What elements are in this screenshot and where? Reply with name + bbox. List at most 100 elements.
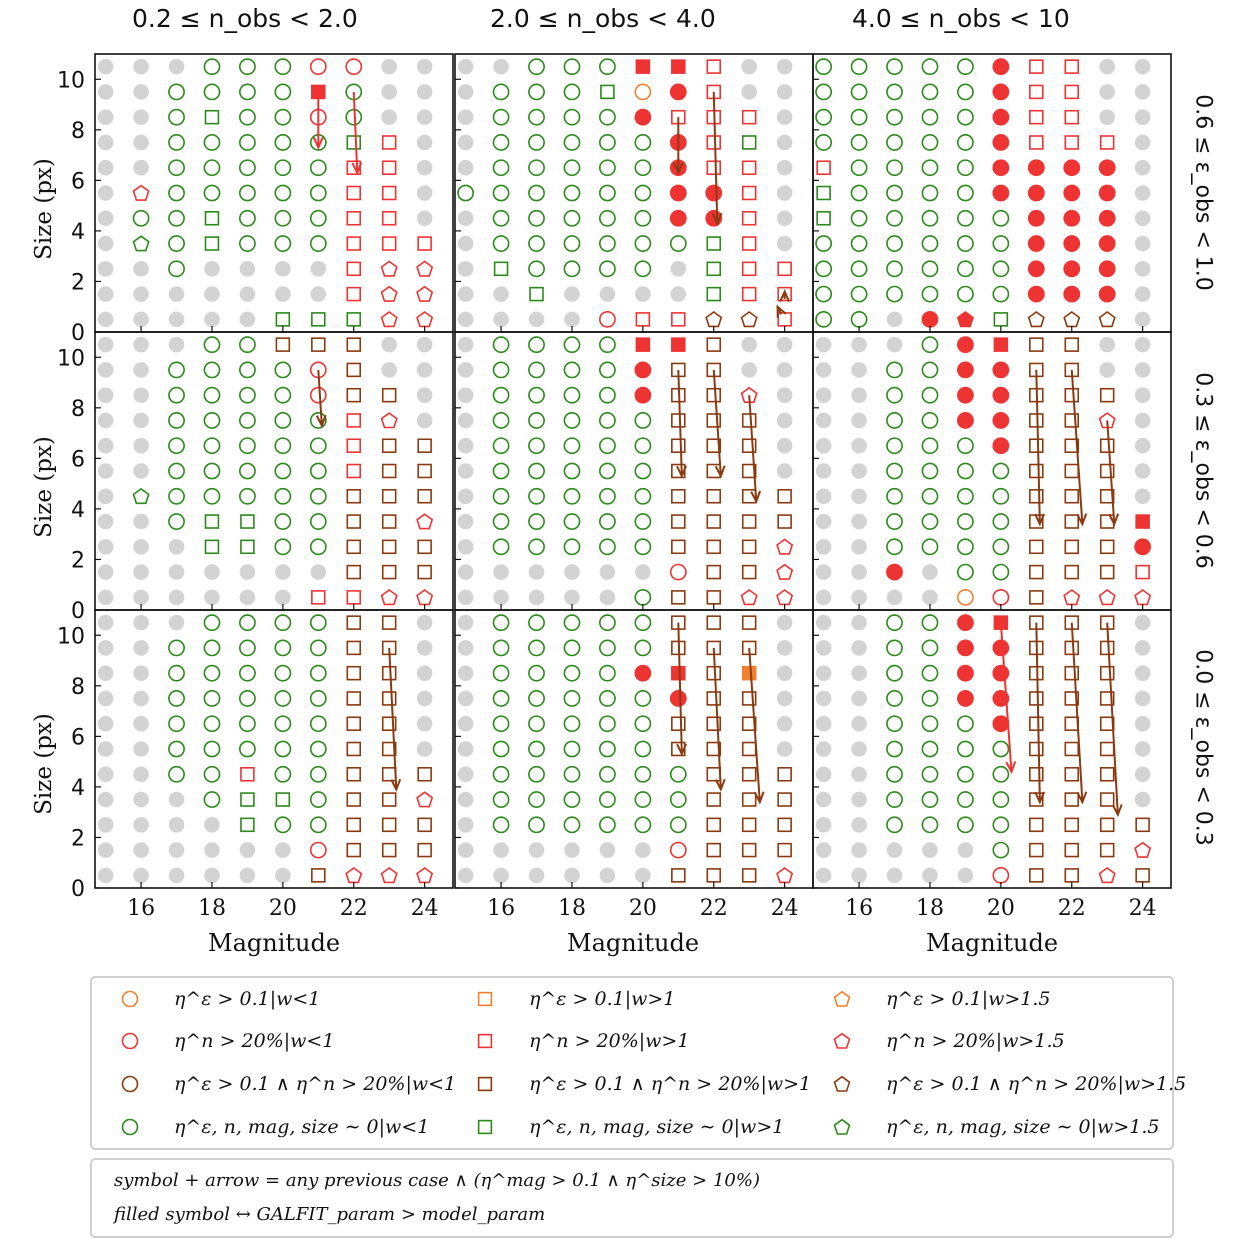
data-point [492, 690, 510, 707]
data-point [921, 310, 939, 328]
data-point [492, 336, 510, 354]
arrow-head [315, 414, 327, 428]
empty-bin-point [741, 84, 757, 100]
data-point [1027, 209, 1045, 227]
data-point [381, 716, 397, 731]
data-point [741, 817, 757, 833]
data-point [203, 664, 221, 682]
data-point [492, 513, 510, 530]
data-point [203, 83, 221, 101]
data-point [741, 413, 757, 428]
data-point [706, 135, 722, 150]
data-point [1029, 438, 1044, 453]
data-point [563, 765, 581, 783]
empty-bin-point [97, 640, 114, 656]
empty-bin-point [957, 842, 974, 858]
data-point [203, 715, 221, 733]
empty-bin-point [275, 564, 291, 580]
data-point [815, 108, 833, 126]
y-axis-label-2: Size (px) [31, 436, 57, 538]
legend-marker [833, 990, 851, 1007]
empty-bin-point [1134, 362, 1151, 378]
arrow-shaft [748, 395, 758, 502]
data-point [203, 184, 221, 202]
empty-bin-point [493, 311, 509, 328]
empty-bin-point [493, 58, 509, 75]
data-point [1064, 792, 1080, 807]
data-point [274, 209, 292, 227]
data-point [1063, 589, 1081, 606]
data-point [417, 767, 432, 782]
legend-symbol [833, 1118, 851, 1135]
data-point [309, 715, 327, 733]
data-point [921, 715, 939, 733]
data-point [309, 664, 327, 682]
data-point [957, 184, 974, 202]
data-point [671, 312, 686, 327]
empty-bin-point [776, 362, 793, 378]
data-point [381, 211, 397, 226]
data-point [599, 791, 616, 808]
data-point [634, 690, 652, 707]
empty-bin-point [886, 311, 903, 328]
data-point [1029, 817, 1044, 833]
data-point [1099, 640, 1115, 656]
data-point [886, 639, 903, 657]
data-point [203, 336, 221, 354]
data-point [921, 765, 939, 783]
empty-bin-point [133, 437, 149, 454]
data-point [957, 715, 974, 733]
data-point [1099, 564, 1115, 580]
data-point [634, 83, 652, 101]
data-point [634, 159, 652, 177]
data-point [992, 260, 1010, 278]
empty-bin-point [564, 589, 580, 606]
data-point [204, 211, 220, 226]
data-point [492, 159, 510, 177]
data-point [168, 740, 185, 758]
data-point [274, 184, 292, 202]
data-point [417, 236, 432, 251]
data-point [706, 160, 722, 175]
row-title-3: 0.0 ≤ ε_obs < 0.3 [1190, 649, 1216, 846]
bias-arrow [748, 395, 762, 504]
data-point [777, 514, 792, 529]
empty-bin-point [815, 690, 832, 707]
data-point [886, 538, 903, 556]
data-point [563, 58, 581, 76]
data-point [706, 817, 722, 833]
data-point [274, 765, 292, 783]
empty-bin-point [204, 564, 220, 580]
data-point [741, 716, 757, 731]
empty-bin-point [776, 58, 793, 75]
data-point [741, 691, 757, 706]
data-point [957, 108, 974, 126]
empty-bin-point [457, 437, 474, 454]
data-point [1064, 413, 1080, 428]
data-point [1064, 135, 1080, 150]
data-point [528, 235, 545, 252]
data-point [957, 386, 974, 404]
data-point [274, 614, 292, 632]
data-point [599, 816, 616, 834]
data-point [309, 791, 327, 808]
empty-bin-point [204, 286, 220, 302]
data-point [740, 589, 758, 606]
data-point [1064, 868, 1080, 883]
legend-label: η^ε, n, mag, size ∼ 0|w>1 [529, 1116, 785, 1138]
empty-bin-point [851, 665, 867, 681]
data-point [671, 539, 686, 555]
legend-label: η^ε > 0.1|w>1 [529, 988, 676, 1010]
data-point [1064, 640, 1080, 656]
empty-bin-point [97, 867, 114, 884]
data-point [203, 690, 221, 707]
data-point [957, 740, 974, 758]
empty-bin-point [851, 842, 867, 858]
data-point [634, 487, 652, 505]
empty-bin-point [97, 715, 114, 732]
empty-bin-point [381, 336, 397, 353]
data-point [886, 58, 903, 76]
data-point [669, 184, 687, 202]
data-point [528, 740, 545, 758]
data-point [599, 513, 616, 530]
